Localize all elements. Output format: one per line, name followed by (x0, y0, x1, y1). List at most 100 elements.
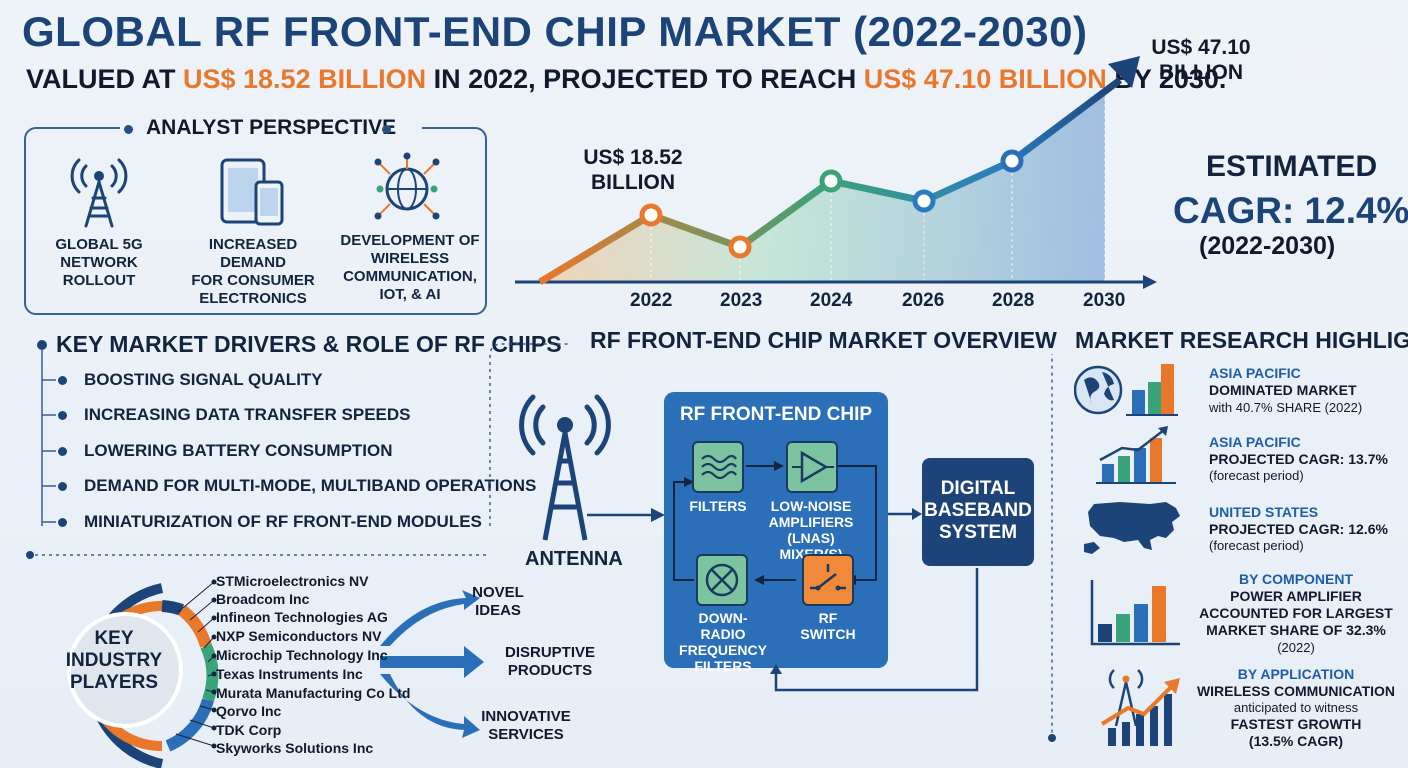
point-2026 (912, 189, 936, 213)
drivers-connector (26, 340, 488, 559)
cagr-value: CAGR: 12.4% (1173, 190, 1408, 231)
decor-dot (382, 125, 391, 134)
rf-switch-block (802, 554, 854, 606)
tick-label-2024: 2024 (810, 290, 853, 311)
highlight-main: WIRELESS COMMUNICATION (1196, 683, 1396, 699)
chart-area (540, 92, 1105, 282)
growth-chart-icon (1096, 426, 1176, 484)
tick-label-2026: 2026 (902, 290, 945, 311)
outcome-novel-ideas: NOVEL IDEAS (472, 584, 524, 619)
highlight-region: ASIA PACIFIC (1209, 365, 1301, 381)
devices-icon (220, 158, 284, 226)
driver-item: MINIATURIZATION OF RF FRONT-END MODULES (84, 512, 482, 531)
downconverter-label: DOWN- RADIO FREQUENCY FILTERS (679, 610, 767, 674)
overview-title: RF FRONT-END CHIP MARKET OVERVIEW (578, 327, 1069, 354)
point-2022 (639, 203, 663, 227)
subtitle-prefix: VALUED AT (26, 64, 183, 94)
downconverter-block (696, 554, 748, 606)
highlight-main: FASTEST GROWTH (1230, 716, 1362, 732)
antenna-icon (519, 394, 665, 541)
cagr-label: ESTIMATED (1206, 150, 1378, 183)
rf-switch-label: RF SWITCH (800, 610, 856, 642)
key-players-label: KEY INDUSTRY PLAYERS (65, 628, 163, 693)
lna-label: LOW-NOISE AMPLIFIERS (LNAs) MIXER(S) (768, 498, 854, 562)
lna-block (786, 441, 838, 493)
chart-arrowhead (1108, 56, 1140, 88)
driver-item: LOWERING BATTERY CONSUMPTION (84, 441, 393, 460)
globe-bar-chart-icon (1074, 364, 1178, 416)
subtitle-mid: IN 2022, PROJECTED TO REACH (426, 64, 864, 94)
driver-bullet (58, 411, 67, 420)
player-item: Qorvo Inc (216, 703, 282, 719)
baseband-connectors (770, 508, 979, 692)
tick-label-2030: 2030 (1083, 290, 1126, 311)
filters-label: FILTERS (689, 498, 747, 514)
highlight-note: with 40.7% SHARE (2022) (1209, 400, 1363, 415)
driver-item: DEMAND FOR MULTI-MODE, MULTIBAND OPERATI… (84, 476, 537, 495)
page-subtitle: VALUED AT US$ 18.52 BILLION IN 2022, PRO… (26, 64, 1226, 95)
analyst-item-5g: GLOBAL 5G NETWORK ROLLOUT (55, 236, 143, 289)
rf-chip-box (664, 392, 888, 668)
x-axis-arrow (1143, 275, 1157, 289)
point-2024 (819, 169, 843, 193)
point-2028 (1000, 149, 1024, 173)
driver-item: INCREASING DATA TRANSFER SPEEDS (84, 405, 411, 424)
driver-bullet (58, 518, 67, 527)
network-globe-icon (374, 152, 440, 220)
player-item: Murata Manufacturing Co Ltd (216, 685, 411, 701)
highlight-main: POWER AMPLIFIER ACCOUNTED FOR LARGEST MA… (1199, 588, 1393, 638)
filters-block (692, 441, 744, 493)
usa-map-icon (1084, 502, 1180, 554)
chart-label-2022: US$ 18.52 BILLION (583, 146, 683, 194)
highlight-main: PROJECTED CAGR: 12.6% (1209, 521, 1388, 537)
wireless-growth-icon (1100, 669, 1180, 746)
highlight-region: BY COMPONENT (1238, 571, 1354, 587)
switch-icon (810, 564, 846, 591)
driver-bullet (58, 376, 67, 385)
cagr-period: (2022-2030) (1199, 232, 1336, 260)
player-item: NXP Semiconductors NV (216, 628, 382, 644)
driver-bullet (58, 482, 67, 491)
player-item: Texas Instruments Inc (216, 666, 363, 682)
subtitle-value-2030: US$ 47.10 BILLION (863, 64, 1107, 94)
outcome-innovative-services: INNOVATIVE SERVICES (481, 708, 571, 743)
tick-label-2023: 2023 (720, 290, 763, 311)
filter-wave-icon (701, 454, 737, 480)
analyst-item-consumer: INCREASED DEMAND FOR CONSUMER ELECTRONIC… (191, 236, 315, 307)
highlights-title: MARKET RESEARCH HIGHLIGHTS (1075, 327, 1408, 353)
mixer-cross-icon (705, 563, 739, 597)
page-title: GLOBAL RF FRONT-END CHIP MARKET (2022-20… (22, 8, 1088, 55)
highlight-note: (forecast period) (1209, 538, 1304, 553)
player-item: Broadcom Inc (216, 591, 310, 607)
highlight-main: PROJECTED CAGR: 13.7% (1209, 451, 1388, 467)
player-item: Microchip Technology Inc (216, 647, 388, 663)
player-item: Skyworks Solutions Inc (216, 740, 374, 756)
player-item: TDK Corp (216, 722, 282, 738)
highlight-note: (2022) (1277, 640, 1315, 655)
antenna-label: ANTENNA (525, 548, 623, 570)
highlight-region: BY APPLICATION (1237, 666, 1355, 682)
tick-label-2028: 2028 (992, 290, 1035, 311)
driver-bullet (58, 447, 67, 456)
highlight-region: UNITED STATES (1209, 504, 1319, 520)
highlight-note: (13.5% CAGR) (1248, 733, 1344, 749)
tick-label-2022: 2022 (630, 290, 673, 311)
outcome-disruptive-products: DISRUPTIVE PRODUCTS (504, 644, 595, 679)
highlight-main: DOMINATED MARKET (1209, 382, 1357, 398)
drivers-title: KEY MARKET DRIVERS & ROLE OF RF CHIPS (56, 331, 562, 357)
market-growth-chart (515, 56, 1157, 289)
driver-item: BOOSTING SIGNAL QUALITY (84, 370, 323, 389)
cell-tower-icon (70, 158, 128, 228)
analyst-item-wireless: DEVELOPMENT OF WIRELESS COMMUNICATION, I… (340, 232, 480, 303)
point-2023 (728, 235, 752, 259)
players-ring-diagram (67, 579, 484, 768)
subtitle-value-2022: US$ 18.52 BILLION (183, 64, 427, 94)
analyst-perspective-title: ANALYST PERSPECTIVE (120, 116, 423, 140)
rf-chip-title: RF FRONT-END CHIP (679, 404, 873, 425)
player-item: STMicroelectronics NV (216, 573, 369, 589)
highlight-note: anticipated to witness (1233, 700, 1359, 715)
highlight-note: (forecast period) (1209, 468, 1304, 483)
highlight-region: ASIA PACIFIC (1209, 434, 1301, 450)
amplifier-triangle-icon (792, 450, 834, 484)
component-bars-icon (1090, 580, 1180, 646)
